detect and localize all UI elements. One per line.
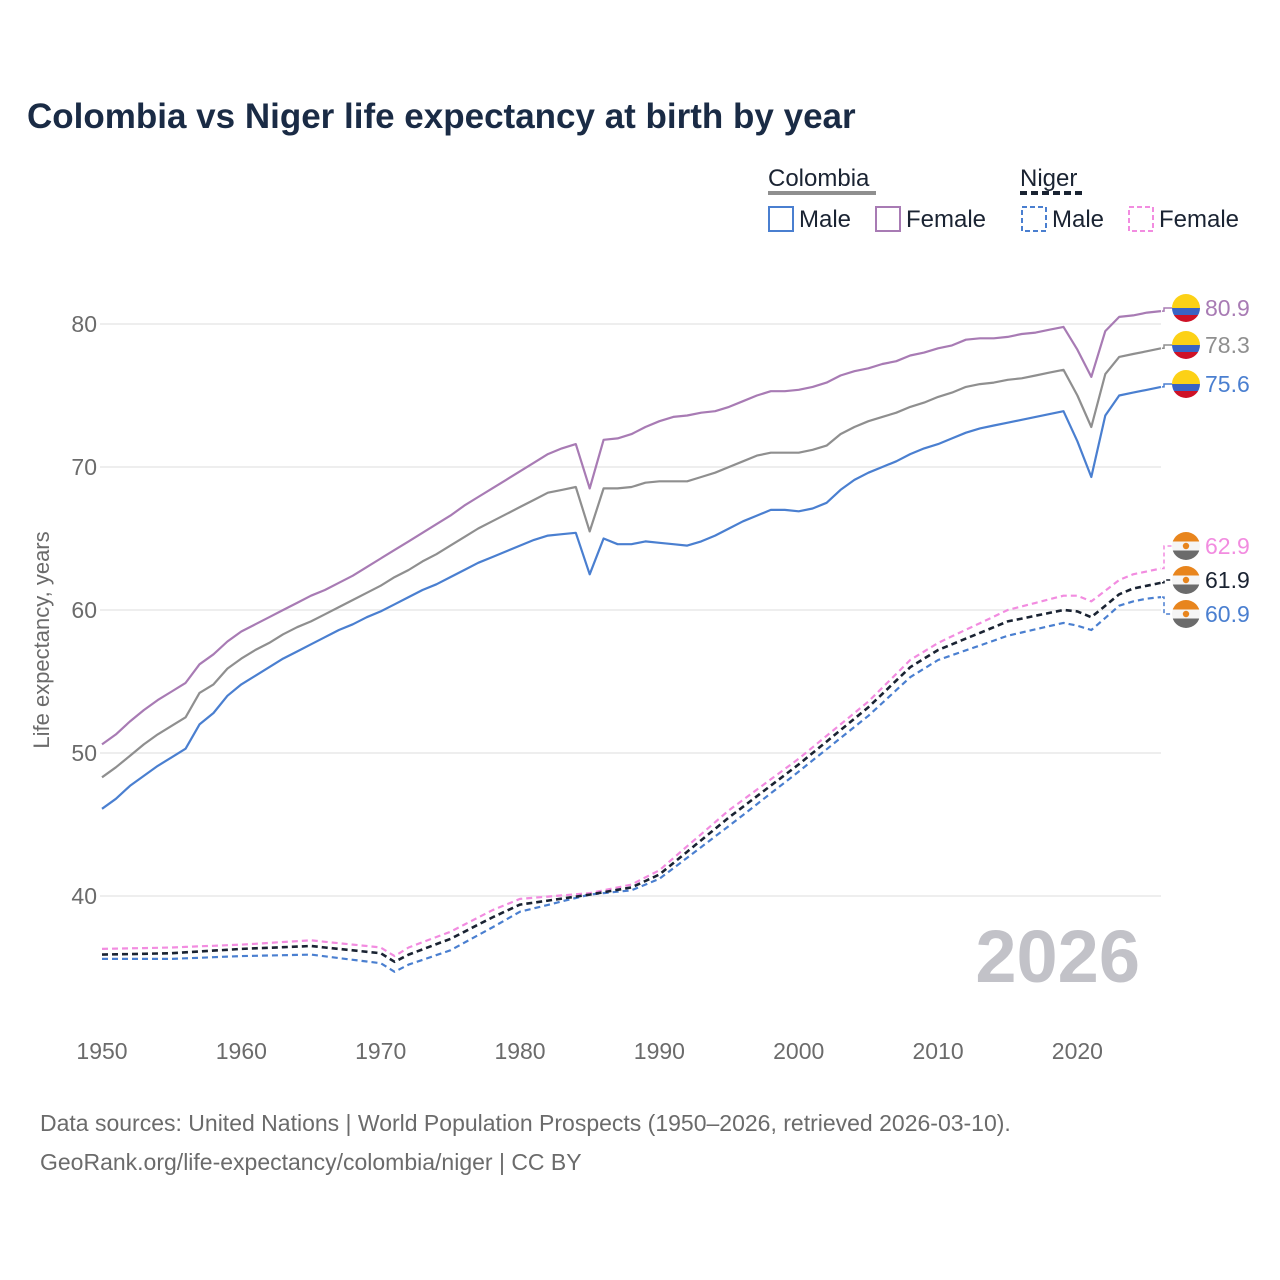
colombia-flag-icon [1172, 331, 1200, 359]
end-value-label: 61.9 [1205, 567, 1250, 593]
y-tick-label: 40 [71, 883, 97, 909]
end-value-label: 75.6 [1205, 371, 1250, 397]
end-value-label: 60.9 [1205, 601, 1250, 627]
source-line-1: Data sources: United Nations | World Pop… [40, 1110, 1011, 1136]
y-tick-label: 80 [71, 311, 97, 337]
x-tick-label: 1990 [634, 1038, 685, 1064]
series-lines [101, 310, 1162, 973]
end-value-label: 62.9 [1205, 533, 1250, 559]
end-value-label: 78.3 [1205, 332, 1250, 358]
y-tick-label: 50 [71, 740, 97, 766]
legend-colombia-female-label: Female [906, 206, 986, 233]
year-watermark: 2026 [975, 915, 1140, 998]
x-tick-label: 1980 [494, 1038, 545, 1064]
end-connector [1162, 545, 1172, 570]
chart-title: Colombia vs Niger life expectancy at bir… [27, 97, 856, 136]
legend-niger-female-label: Female [1159, 206, 1239, 233]
x-tick-label: 1950 [76, 1038, 127, 1064]
series-line-col-m [101, 385, 1162, 810]
grid [100, 323, 1161, 897]
legend-niger-heading: Niger [1020, 165, 1077, 192]
legend-colombia-heading: Colombia [768, 165, 870, 192]
niger-flag-icon [1172, 600, 1200, 628]
niger-flag-icon [1172, 532, 1200, 560]
legend-colombia-male-swatch [768, 206, 794, 232]
x-tick-label: 1960 [216, 1038, 267, 1064]
y-tick-label: 60 [71, 597, 97, 623]
series-line-col-b [101, 347, 1162, 779]
y-axis-ticks: 40 50 60 70 80 [71, 311, 97, 909]
colombia-flag-icon [1172, 294, 1200, 322]
series-line-nig-m [102, 596, 1162, 973]
x-tick-label: 2020 [1052, 1038, 1103, 1064]
series-line-nig-b [101, 581, 1162, 964]
x-tick-label: 1970 [355, 1038, 406, 1064]
source-line-2: GeoRank.org/life-expectancy/colombia/nig… [40, 1149, 582, 1175]
x-tick-label: 2010 [912, 1038, 963, 1064]
y-tick-label: 70 [71, 454, 97, 480]
end-value-label: 80.9 [1205, 295, 1250, 321]
legend-colombia-male-label: Male [799, 206, 851, 233]
y-axis-label: Life expectancy, years [29, 531, 54, 748]
end-connector [1162, 307, 1172, 312]
end-connector [1162, 383, 1172, 388]
legend-niger-female-swatch [1128, 206, 1154, 232]
x-axis-ticks: 1950 1960 1970 1980 1990 2000 2010 2020 [76, 1038, 1103, 1064]
colombia-flag-icon [1172, 370, 1200, 398]
legend-colombia-female-swatch [875, 206, 901, 232]
series-line-nig-f [101, 567, 1162, 958]
end-connector [1162, 344, 1172, 350]
end-connector [1162, 596, 1172, 615]
series-line-col-f [101, 310, 1162, 746]
niger-flag-icon [1172, 566, 1200, 594]
end-connector [1162, 579, 1172, 584]
x-tick-label: 2000 [773, 1038, 824, 1064]
end-labels: 80.9 78.3 75.6 62.9 61.9 60.9 [1162, 294, 1250, 628]
legend-niger-male-label: Male [1052, 206, 1104, 233]
legend: Colombia Male Female Niger Male Female [768, 165, 1239, 233]
legend-niger-male-swatch [1021, 206, 1047, 232]
